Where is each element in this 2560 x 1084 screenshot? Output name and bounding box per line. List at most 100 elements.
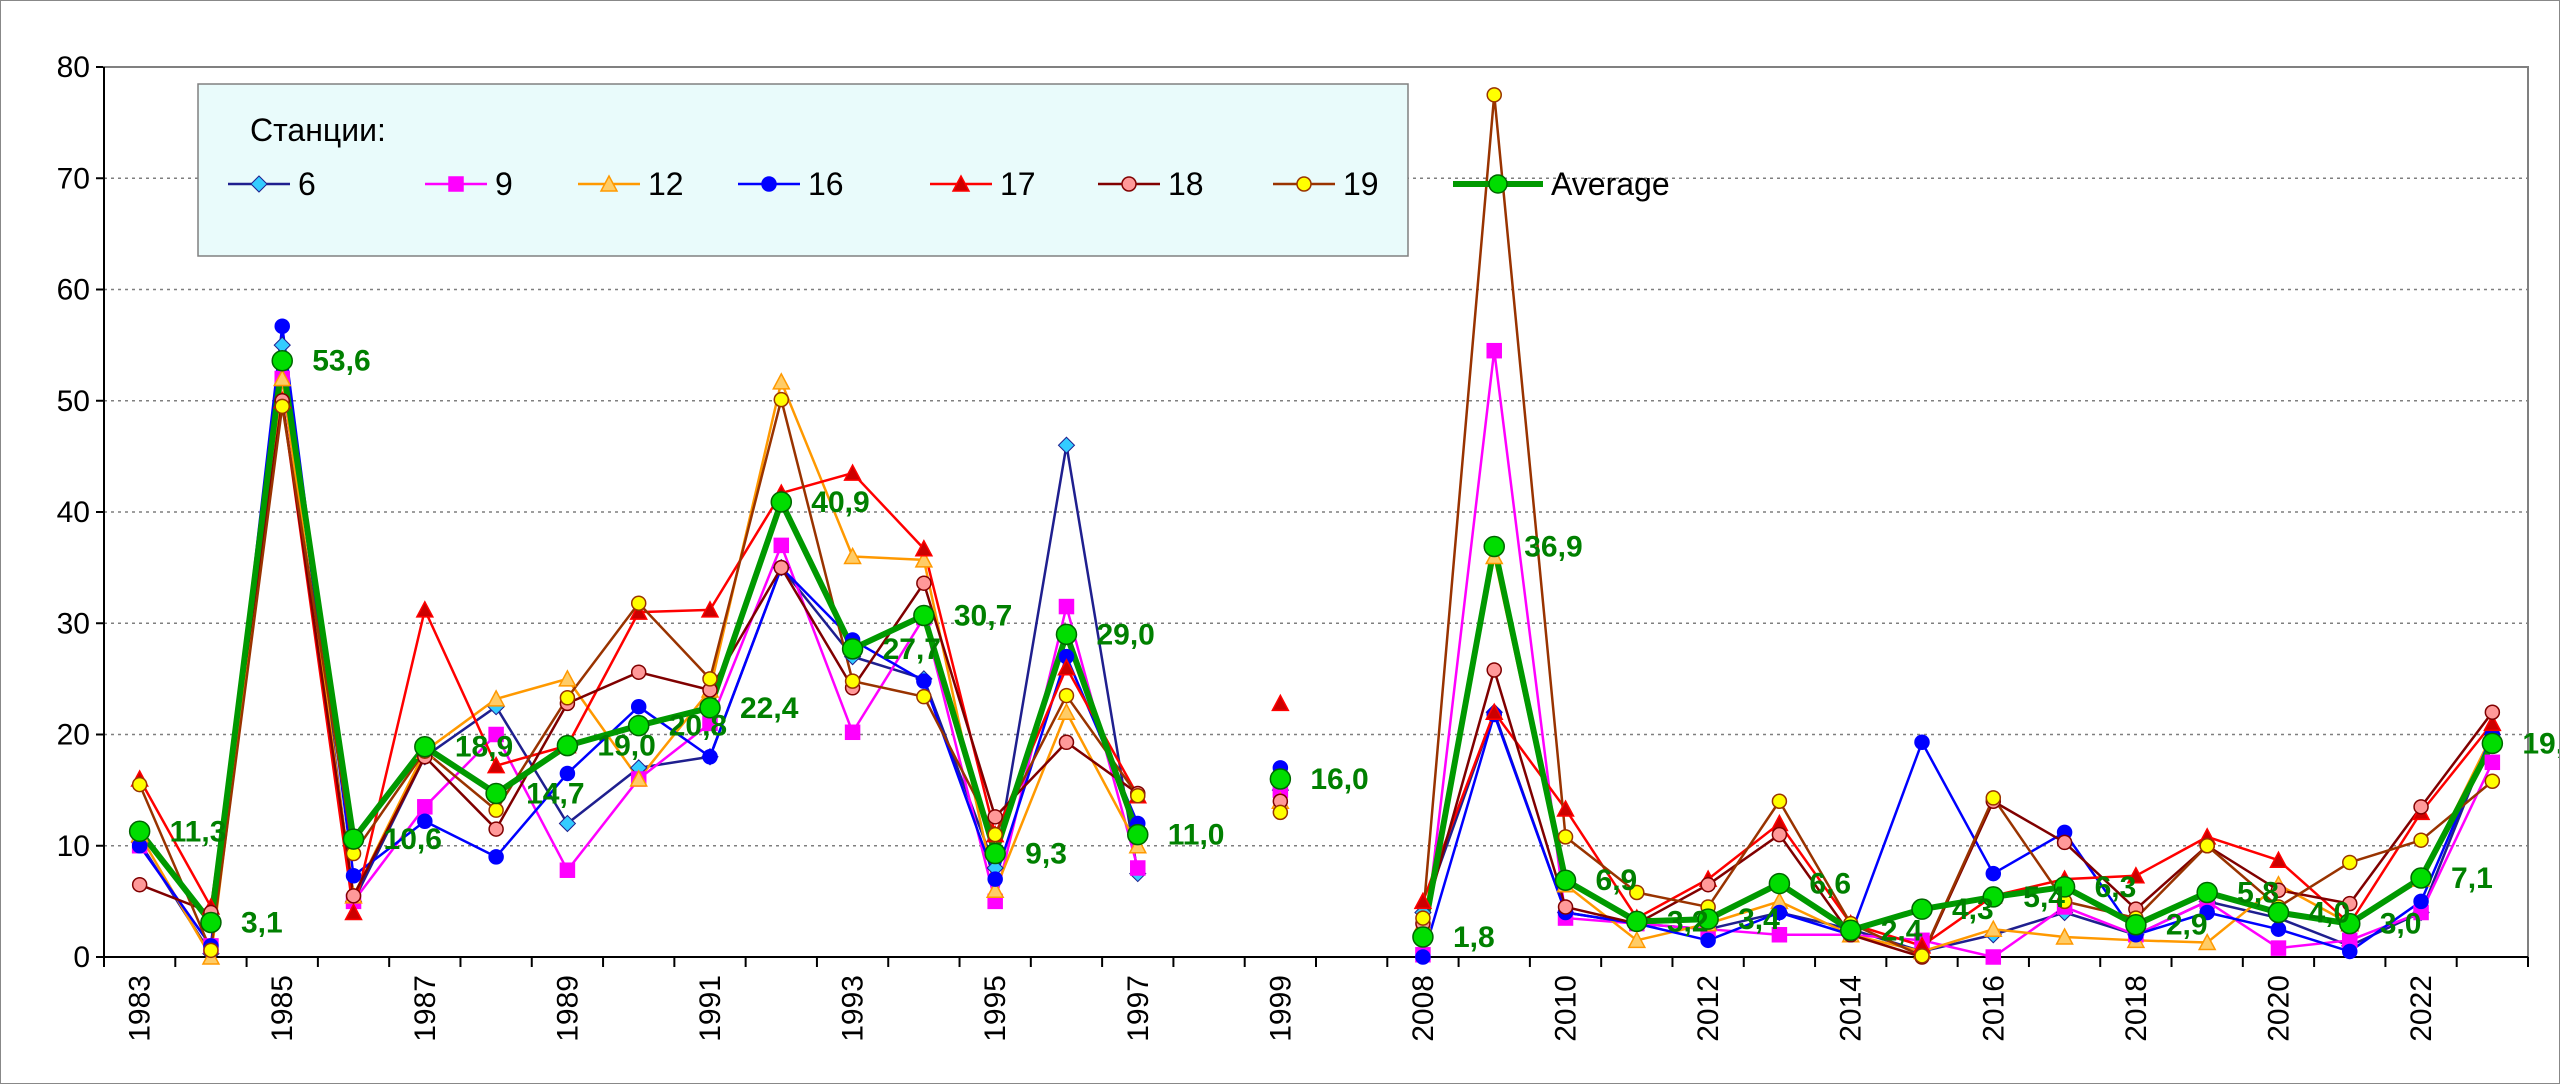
point-Average-2022 bbox=[2410, 867, 2432, 889]
point-9-1989 bbox=[559, 862, 576, 878]
legend-marker-Average bbox=[1488, 174, 1508, 194]
avg-label-2015: 4,3 bbox=[1952, 893, 1994, 926]
avg-label-2010: 6,9 bbox=[1596, 864, 1638, 897]
point-Average-1986 bbox=[342, 828, 365, 850]
point-9-2009 bbox=[1486, 342, 1502, 359]
avg-label-1992: 40,9 bbox=[811, 486, 869, 519]
y-tick-label-50: 50 bbox=[57, 385, 90, 418]
x-tick-label-1983: 1983 bbox=[124, 975, 157, 1042]
marker-layer bbox=[128, 87, 2504, 965]
legend-marker-6 bbox=[250, 175, 268, 193]
x-tick-label-2018: 2018 bbox=[2120, 975, 2153, 1042]
point-17-1994 bbox=[914, 539, 934, 557]
avg-label-2008: 1,8 bbox=[1453, 921, 1495, 954]
point-19-2023 bbox=[2484, 773, 2501, 789]
point-18-2009 bbox=[1486, 662, 1502, 678]
x-tick-label-1991: 1991 bbox=[694, 975, 727, 1042]
point-18-1992 bbox=[773, 559, 790, 576]
point-19-1988 bbox=[488, 802, 504, 818]
avg-label-1987: 18,9 bbox=[455, 731, 513, 764]
point-Average-1984 bbox=[200, 911, 222, 934]
point-19-1992 bbox=[773, 391, 790, 408]
point-12-2016 bbox=[1984, 919, 2003, 937]
point-16-1991 bbox=[702, 749, 718, 765]
point-17-1993 bbox=[843, 463, 862, 481]
point-18-1988 bbox=[488, 821, 504, 837]
point-Average-2021 bbox=[2339, 912, 2361, 935]
point-12-1995 bbox=[985, 880, 1005, 898]
x-tick-label-1987: 1987 bbox=[409, 975, 442, 1042]
avg-label-2021: 3,0 bbox=[2380, 908, 2422, 941]
point-Average-1987 bbox=[414, 735, 436, 758]
avg-label-1986: 10,6 bbox=[384, 823, 442, 856]
point-Average-1983 bbox=[128, 820, 151, 843]
point-17-1988 bbox=[486, 756, 506, 774]
x-tick-label-2008: 2008 bbox=[1407, 975, 1440, 1042]
point-19-2009 bbox=[1486, 87, 1502, 103]
point-18-2021 bbox=[2342, 895, 2358, 912]
point-19-2015 bbox=[1914, 948, 1930, 964]
point-19-1989 bbox=[559, 690, 576, 706]
point-Average-1989 bbox=[556, 734, 579, 757]
point-18-2012 bbox=[1700, 876, 1716, 893]
point-18-2010 bbox=[1557, 899, 1574, 915]
point-9-1988 bbox=[488, 726, 504, 743]
avg-label-1993: 27,7 bbox=[883, 633, 941, 666]
legend-label-Average: Average bbox=[1551, 166, 1670, 202]
x-tick-label-2022: 2022 bbox=[2405, 975, 2438, 1042]
x-tick-label-1985: 1985 bbox=[266, 975, 299, 1042]
legend-marker-19 bbox=[1296, 176, 1312, 192]
legend-box bbox=[197, 83, 1409, 257]
avg-label-1985: 53,6 bbox=[312, 345, 370, 378]
point-16-2015 bbox=[1914, 734, 1930, 751]
point-19-1984 bbox=[203, 942, 219, 959]
avg-label-2013: 6,6 bbox=[1809, 868, 1851, 901]
point-19-2022 bbox=[2413, 832, 2429, 848]
point-16-2022 bbox=[2413, 893, 2429, 910]
point-Average-2010 bbox=[1554, 869, 1577, 891]
x-tick-label-1995: 1995 bbox=[979, 975, 1012, 1042]
point-19-1995 bbox=[987, 826, 1003, 843]
x-tick-label-2014: 2014 bbox=[1835, 975, 1868, 1042]
point-Average-2014 bbox=[1839, 919, 1862, 942]
point-Average-2016 bbox=[1982, 886, 2005, 908]
point-19-2010 bbox=[1557, 829, 1574, 845]
series-line-16 bbox=[1421, 713, 2494, 958]
point-18-2022 bbox=[2413, 799, 2429, 815]
point-12-2019 bbox=[2197, 932, 2217, 951]
x-tick-label-2016: 2016 bbox=[1977, 975, 2010, 1042]
point-17-2010 bbox=[1556, 799, 1575, 817]
point-12-1993 bbox=[843, 546, 862, 565]
point-Average-2023 bbox=[2481, 732, 2504, 755]
avg-label-2009: 36,9 bbox=[1524, 530, 1582, 563]
point-17-1991 bbox=[700, 600, 720, 618]
legend-label-12: 12 bbox=[648, 166, 684, 202]
point-19-1993 bbox=[844, 673, 861, 689]
legend-label-19: 19 bbox=[1343, 166, 1379, 202]
point-17-1999 bbox=[1271, 693, 1290, 712]
legend: Станции: 6 9 12 16 17 18 19 Average bbox=[197, 83, 1670, 257]
point-18-1995 bbox=[987, 809, 1003, 825]
legend-label-16: 16 bbox=[808, 166, 844, 202]
avg-label-1989: 19,0 bbox=[597, 730, 655, 763]
avg-label-2014: 2,4 bbox=[1881, 914, 1923, 947]
legend-marker-9 bbox=[448, 176, 464, 192]
avg-label-1984: 3,1 bbox=[241, 907, 283, 940]
avg-label-1997: 11,0 bbox=[1168, 819, 1225, 852]
point-Average-2020 bbox=[2267, 901, 2290, 924]
point-Average-1992 bbox=[770, 491, 793, 513]
avg-label-2023: 19,2 bbox=[2522, 727, 2559, 760]
legend-label-6: 6 bbox=[298, 166, 316, 202]
point-17-2009 bbox=[1484, 702, 1504, 720]
point-18-1986 bbox=[345, 888, 362, 904]
avg-label-2019: 5,8 bbox=[2237, 876, 2279, 909]
point-Average-1994 bbox=[913, 604, 935, 627]
point-18-2023 bbox=[2484, 704, 2501, 720]
point-17-1996 bbox=[1057, 658, 1076, 676]
x-tick-label-1989: 1989 bbox=[551, 975, 584, 1042]
legend-label-9: 9 bbox=[495, 166, 513, 202]
avg-label-2012: 3,4 bbox=[1738, 903, 1780, 936]
avg-label-1999: 16,0 bbox=[1310, 763, 1368, 796]
